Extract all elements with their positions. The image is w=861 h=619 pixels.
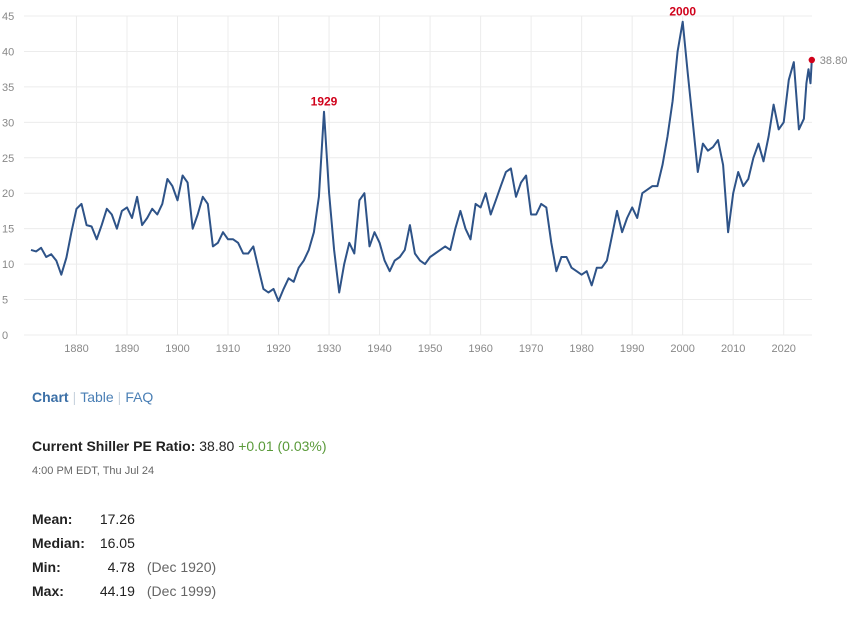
stat-date: (Dec 1920) [146,559,217,575]
stat-date: (Dec 1999) [146,583,217,599]
x-tick-label: 1930 [317,343,341,355]
x-tick-label: 2020 [771,343,795,355]
current-label: Current Shiller PE Ratio: [32,438,196,454]
x-tick-label: 1980 [569,343,593,355]
summary-stats: Mean: 17.26 Median: 16.05 Min: 4.78 (Dec… [30,507,218,603]
y-tick-label: 30 [2,117,14,129]
stat-value: 17.26 [99,511,135,527]
stat-value: 4.78 [107,559,135,575]
stat-label: Median: [32,535,85,551]
current-value-line: Current Shiller PE Ratio: 38.80 +0.01 (0… [32,438,327,454]
series-line [30,20,813,303]
x-tick-label: 1900 [165,343,189,355]
x-tick-label: 1970 [519,343,543,355]
current-value: 38.80 [199,438,235,454]
x-tick-label: 1890 [115,343,139,355]
stat-label: Mean: [32,511,73,527]
y-tick-label: 40 [2,46,14,58]
tab-faq[interactable]: FAQ [125,389,154,405]
annotations: 1929 2000 [311,5,697,109]
x-axis-ticks: 1880 1890 1900 1910 1920 1930 1940 1950 1960 1970… [64,343,796,355]
x-tick-label: 2000 [670,343,694,355]
y-tick-label: 0 [2,330,8,342]
x-tick-label: 1990 [620,343,644,355]
view-tabs: Chart | Table | FAQ [32,389,153,405]
stat-row-max: Max: 44.19 (Dec 1999) [30,579,218,603]
stat-date [137,531,218,555]
x-tick-label: 1950 [418,343,442,355]
current-change: +0.01 (0.03%) [238,438,327,454]
latest-value-label: 38.80 [820,55,848,67]
peak-annotation: 1929 [311,95,338,109]
stat-label: Min: [32,559,61,575]
chart-grid [24,15,812,336]
tab-table[interactable]: Table [80,389,114,405]
y-tick-label: 15 [2,224,14,236]
tab-divider: | [117,389,122,405]
y-tick-label: 20 [2,188,14,200]
tab-chart[interactable]: Chart [32,389,69,405]
y-tick-label: 5 [2,295,8,307]
stat-value: 16.05 [99,535,135,551]
y-tick-label: 10 [2,259,14,271]
x-tick-label: 1920 [266,343,290,355]
tab-divider: | [72,389,77,405]
x-tick-label: 1960 [468,343,492,355]
x-tick-label: 1940 [367,343,391,355]
y-axis-ticks: 0 5 10 15 20 25 30 35 40 45 [2,11,14,342]
stat-label: Max: [32,583,64,599]
y-tick-label: 45 [2,11,14,23]
x-tick-label: 1910 [216,343,240,355]
y-tick-label: 35 [2,82,14,94]
stat-row-min: Min: 4.78 (Dec 1920) [30,555,218,579]
x-tick-label: 1880 [64,343,88,355]
stat-row-mean: Mean: 17.26 [30,507,218,531]
x-tick-label: 2010 [721,343,745,355]
stat-value: 44.19 [99,583,135,599]
peak-annotation: 2000 [669,5,696,19]
stat-row-median: Median: 16.05 [30,531,218,555]
y-tick-label: 25 [2,153,14,165]
stat-date [137,507,218,531]
current-timestamp: 4:00 PM EDT, Thu Jul 24 [32,465,155,477]
latest-value-dot [808,56,815,64]
